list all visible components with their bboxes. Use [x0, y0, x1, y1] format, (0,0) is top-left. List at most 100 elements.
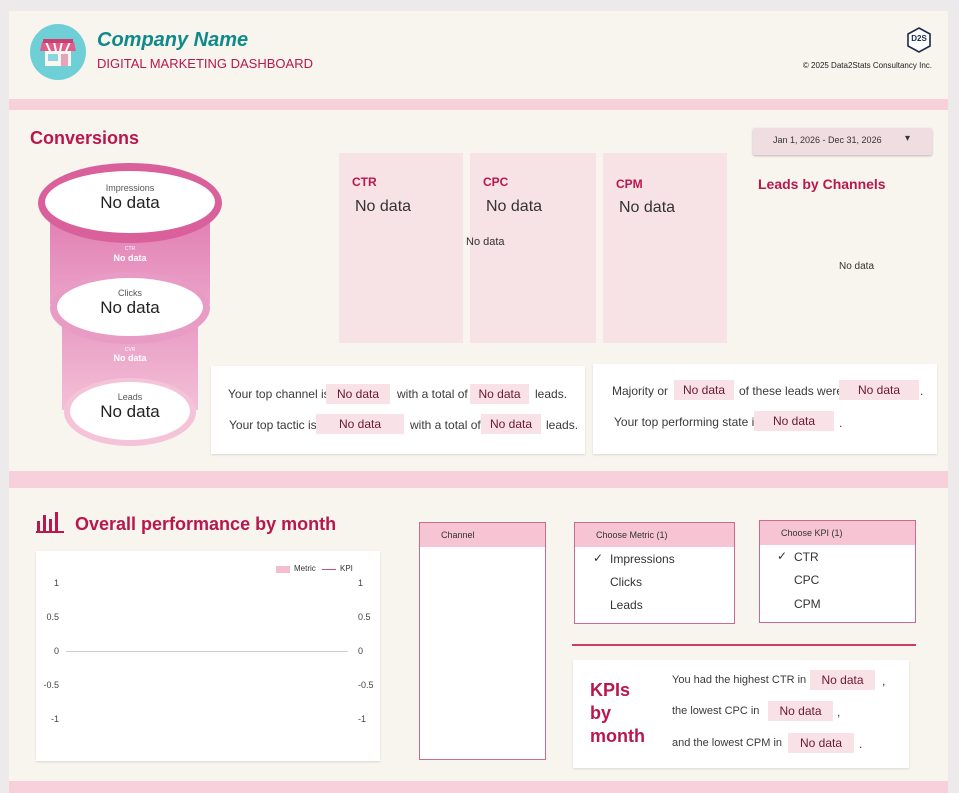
summary-text: with a total of	[397, 387, 468, 401]
ctr-card-label: CTR	[352, 175, 377, 189]
kpi-text: ,	[882, 674, 886, 688]
d2s-logo-icon: D2S	[906, 27, 932, 53]
lead-type-chip: No data	[839, 380, 919, 400]
metric-option-clicks[interactable]: Clicks	[610, 575, 642, 589]
kpi-text: ,	[837, 705, 841, 719]
ctr-card: CTR No data	[339, 153, 463, 343]
dashboard-subtitle: DIGITAL MARKETING DASHBOARD	[97, 56, 313, 71]
y-tick-right: 0	[358, 646, 364, 656]
summary-text: Your top channel is	[228, 387, 330, 401]
ctr-rate-value: No data	[113, 253, 147, 263]
cpc-card-label: CPC	[483, 175, 509, 189]
clicks-value: No data	[100, 298, 160, 317]
channel-filter-header[interactable]: Channel	[420, 523, 545, 547]
checkmark-icon: ✓	[777, 549, 788, 563]
y-tick-left: 1	[53, 578, 59, 588]
clicks-label: Clicks	[118, 288, 142, 298]
copyright-text: © 2025 Data2Stats Consultancy Inc.	[802, 61, 932, 70]
leads-by-channels-title: Leads by Channels	[758, 176, 886, 192]
summary-text: Majority or	[612, 384, 669, 398]
top-channel-chip: No data	[326, 384, 390, 404]
bar-chart-icon	[36, 511, 64, 533]
summary-text: with a total of	[410, 418, 481, 432]
impressions-ellipse: Impressions No data	[45, 171, 215, 233]
clicks-ellipse: Clicks No data	[57, 278, 203, 336]
summary-text: of these leads were	[739, 384, 844, 398]
metric-filter-header[interactable]: Choose Metric (1)	[575, 523, 734, 547]
ctr-card-value: No data	[355, 198, 412, 215]
cpc-card-value: No data	[486, 198, 543, 215]
kpi-option-cpc[interactable]: CPC	[794, 573, 820, 587]
kpi-option-ctr[interactable]: CTR	[794, 550, 819, 564]
legend-metric-label: Metric	[294, 564, 316, 573]
cpc-card: CPC No data	[470, 153, 596, 343]
store-logo-icon	[30, 24, 86, 80]
kpis-title-line3: month	[590, 726, 645, 746]
section-divider	[9, 99, 948, 110]
cpm-card: CPM No data	[603, 153, 727, 343]
d2s-logo-text: D2S	[911, 34, 927, 43]
metric-filter[interactable]: Choose Metric (1) ✓ Impressions Clicks L…	[574, 522, 735, 624]
leads-ellipse: Leads No data	[70, 382, 190, 440]
top-channel-summary: Your top channel is No data with a total…	[211, 366, 585, 454]
kpi-text: and the lowest CPM in	[672, 737, 783, 749]
performance-title: Overall performance by month	[75, 514, 337, 534]
majority-chip: No data	[674, 380, 734, 400]
cvr-rate-value: No data	[113, 353, 147, 363]
cards-no-data-note: No data	[466, 236, 505, 248]
chart-zero-line	[66, 651, 348, 652]
ctr-rate-label: CTR	[124, 246, 136, 252]
kpis-title-line1: KPIs	[590, 680, 631, 700]
kpis-by-month-panel: KPIs by month You had the highest CTR in…	[573, 660, 909, 768]
top-channel-total-chip: No data	[470, 384, 529, 404]
lowest-cpc-chip: No data	[768, 701, 833, 721]
summary-text: leads.	[535, 387, 568, 401]
kpi-filter-header[interactable]: Choose KPI (1)	[760, 521, 915, 545]
y-tick-left: -1	[50, 714, 59, 724]
chevron-down-icon[interactable]: ▾	[905, 133, 911, 144]
conversions-title: Conversions	[30, 128, 140, 148]
cpm-card-value: No data	[619, 199, 676, 216]
y-tick-right: -1	[358, 714, 367, 724]
y-tick-right: -0.5	[358, 680, 374, 690]
kpi-text: You had the highest CTR in	[672, 674, 807, 686]
summary-text: leads.	[546, 418, 579, 432]
leads-value: No data	[100, 402, 160, 421]
channel-filter[interactable]: Channel	[419, 522, 546, 760]
leads-label: Leads	[117, 392, 143, 402]
highest-ctr-chip: No data	[810, 670, 875, 690]
kpi-text: the lowest CPC in	[672, 705, 760, 717]
kpi-section-divider	[572, 644, 916, 646]
legend-kpi-label: KPI	[340, 564, 353, 573]
top-tactic-total-chip: No data	[481, 414, 541, 434]
metric-option-impressions[interactable]: Impressions	[610, 552, 675, 566]
legend-metric-swatch	[276, 566, 290, 573]
kpi-filter[interactable]: Choose KPI (1) ✓ CTR CPC CPM	[759, 520, 916, 623]
cvr-rate-label: CVR	[124, 347, 136, 353]
y-tick-left: 0	[53, 646, 59, 656]
section-divider	[9, 471, 948, 488]
section-divider	[9, 781, 948, 793]
y-tick-left: -0.5	[43, 680, 59, 690]
cpm-card-label: CPM	[616, 177, 643, 191]
date-range-value: Jan 1, 2026 - Dec 31, 2026	[773, 135, 882, 145]
kpi-text: .	[859, 737, 863, 751]
kpis-title-line2: by	[590, 703, 612, 723]
date-range-picker[interactable]: Jan 1, 2026 - Dec 31, 2026 ▾	[753, 128, 932, 155]
summary-text: .	[920, 384, 924, 398]
leads-majority-summary: Majority or No data of these leads were …	[593, 364, 937, 454]
monthly-performance-chart: Metric KPI 1 0.5 0 -0.5 -1 1 0.5 0 -0.5 …	[36, 551, 380, 761]
summary-text: .	[839, 416, 843, 430]
y-tick-left: 0.5	[46, 612, 59, 622]
lowest-cpm-chip: No data	[788, 733, 854, 753]
top-state-chip: No data	[754, 411, 834, 431]
metric-option-leads[interactable]: Leads	[610, 598, 643, 612]
leads-by-channels-value: No data	[839, 261, 875, 272]
impressions-label: Impressions	[105, 183, 155, 193]
summary-text: Your top performing state is	[614, 415, 761, 429]
top-tactic-chip: No data	[316, 414, 404, 434]
y-tick-right: 1	[358, 578, 364, 588]
impressions-value: No data	[100, 193, 160, 212]
header: Company Name DIGITAL MARKETING DASHBOARD…	[9, 11, 948, 99]
kpi-option-cpm[interactable]: CPM	[794, 597, 821, 611]
